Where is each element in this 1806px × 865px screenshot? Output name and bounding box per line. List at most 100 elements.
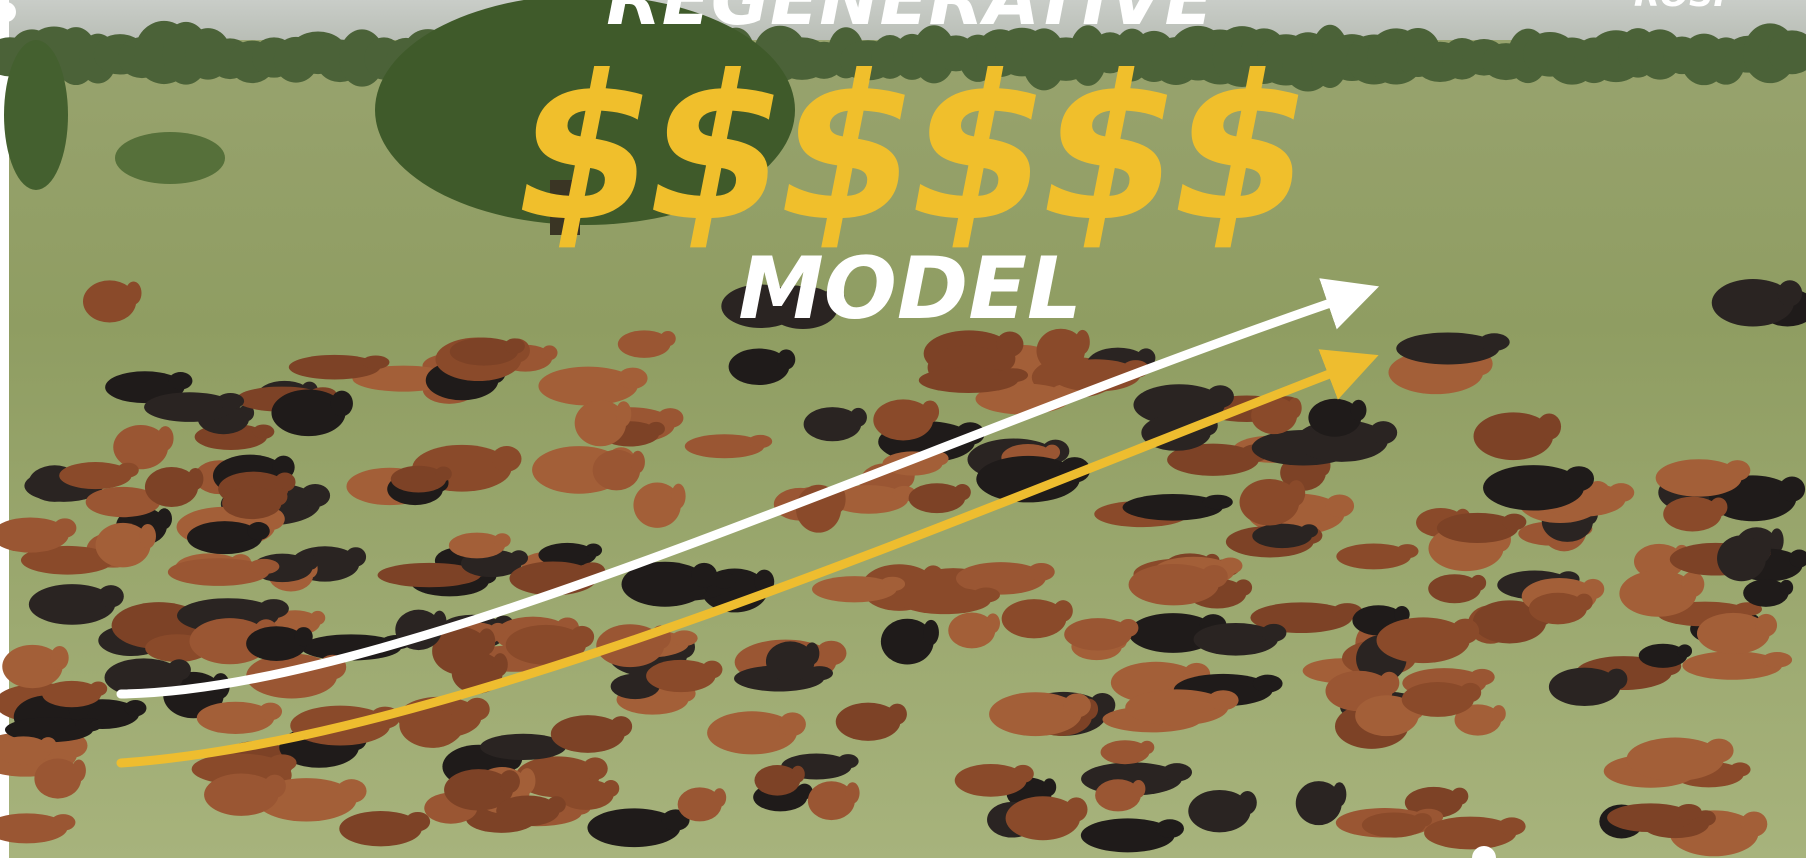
- cow-head: [570, 626, 594, 648]
- cow-head: [1156, 819, 1184, 838]
- cow-head: [791, 766, 805, 783]
- cow-head: [1140, 741, 1155, 754]
- cow-head: [972, 587, 1000, 602]
- cow-head: [660, 331, 676, 346]
- cow-head: [1253, 675, 1283, 693]
- cow-head: [923, 620, 939, 645]
- cow-head: [850, 408, 867, 427]
- cow-head: [1333, 782, 1347, 806]
- corner-logo: ROSI: [1634, 0, 1726, 15]
- cow-head: [1470, 669, 1495, 685]
- cow-head: [310, 611, 325, 625]
- cow-head: [270, 488, 288, 506]
- cow-head: [547, 796, 566, 813]
- cow-head: [336, 779, 366, 803]
- cow-head: [1608, 483, 1634, 502]
- cow-head: [1498, 817, 1526, 835]
- cow-head: [1676, 804, 1702, 820]
- cow-head: [1300, 524, 1318, 537]
- cow-head: [1044, 445, 1060, 460]
- cow-head: [157, 426, 173, 450]
- cow-head: [1704, 739, 1733, 763]
- cow-head: [610, 716, 632, 737]
- cow-head: [124, 700, 146, 716]
- cow-head: [1238, 791, 1257, 814]
- cow-head: [1537, 414, 1561, 440]
- cow-head: [1678, 644, 1693, 657]
- cow-head: [139, 524, 155, 548]
- cow-head: [888, 704, 907, 725]
- cow-head: [126, 281, 142, 304]
- cow-head: [713, 788, 726, 807]
- cow-head: [583, 757, 608, 779]
- cow-head: [405, 812, 430, 831]
- cow-head: [264, 775, 286, 798]
- cow-head: [1470, 575, 1486, 591]
- cow-head: [450, 710, 466, 731]
- cow-head: [157, 508, 172, 529]
- cow-head: [492, 446, 522, 472]
- cow-head: [1492, 705, 1506, 722]
- cow-head: [1162, 763, 1192, 781]
- cow-head: [1028, 563, 1055, 581]
- cow-head: [53, 518, 76, 537]
- cow-head: [1575, 594, 1592, 611]
- cow-head: [1379, 672, 1399, 694]
- cow-head: [331, 391, 353, 417]
- cow-head: [1564, 466, 1594, 491]
- cow-head: [1325, 494, 1354, 517]
- cow-head: [478, 628, 495, 654]
- cow-head: [616, 401, 631, 426]
- cow-head: [1287, 480, 1305, 506]
- cow-head: [1460, 683, 1482, 702]
- cow-head: [504, 338, 524, 353]
- cow-head: [1756, 537, 1771, 562]
- cow-head: [1351, 400, 1367, 421]
- cow-head: [217, 393, 244, 409]
- cow-head: [51, 814, 75, 830]
- thumbnail: REGENERATIVE $$$$$$ MODEL ROSI: [0, 0, 1806, 865]
- cow-head: [300, 554, 318, 570]
- cow-head: [585, 544, 602, 557]
- cow-head: [259, 703, 282, 721]
- cow-head: [362, 355, 389, 369]
- cow-head: [1755, 614, 1777, 637]
- cow-head: [1741, 811, 1768, 836]
- cow-head: [921, 400, 939, 423]
- cow-head: [779, 712, 806, 736]
- cow-head: [1710, 497, 1728, 516]
- cow-head: [618, 368, 648, 389]
- cow-head: [1201, 565, 1228, 588]
- cow-head: [89, 682, 107, 697]
- cow-head: [1288, 398, 1302, 419]
- cow-head: [1396, 544, 1418, 558]
- cow-head: [1207, 385, 1234, 408]
- cow-head: [1063, 693, 1091, 717]
- cow-head: [1065, 797, 1087, 821]
- cow-head: [1779, 477, 1805, 502]
- headline-money: $$$$$$: [517, 33, 1304, 266]
- cow-head: [345, 547, 366, 566]
- left-tree: [4, 40, 68, 190]
- page: REGENERATIVE $$$$$$ MODEL ROSI (() => { …: [0, 0, 1806, 865]
- cow-head: [1208, 690, 1239, 710]
- cow-head: [671, 630, 698, 645]
- cow-head: [295, 627, 313, 646]
- cow-head: [845, 782, 859, 803]
- cow-head: [1413, 813, 1432, 827]
- cow-head: [1724, 460, 1750, 481]
- cow-head: [603, 780, 620, 797]
- cow-head: [986, 613, 1000, 633]
- cow-head: [169, 372, 193, 390]
- cow-head: [1451, 619, 1479, 644]
- cow-head: [117, 463, 139, 478]
- cow-head: [167, 659, 191, 680]
- cow-head: [499, 770, 520, 793]
- cow-head: [519, 768, 536, 794]
- headline-bottom: MODEL: [738, 239, 1082, 339]
- cow-head: [1043, 778, 1057, 795]
- cow-head: [1762, 652, 1792, 668]
- cow-head: [1780, 580, 1794, 595]
- cow-head: [837, 754, 858, 768]
- cow-head: [75, 718, 101, 732]
